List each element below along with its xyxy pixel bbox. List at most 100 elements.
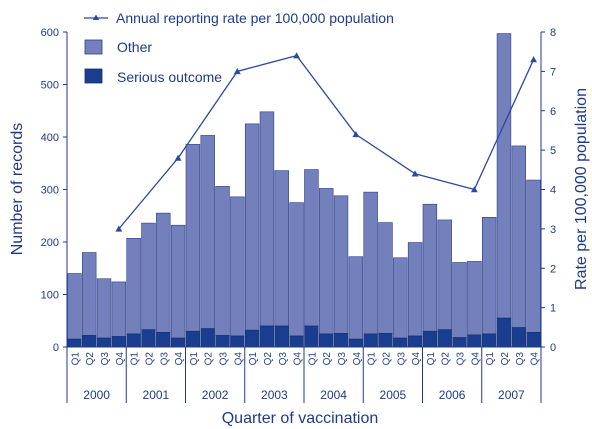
rate-point — [470, 186, 478, 193]
y-tick-label: 500 — [41, 80, 59, 92]
bar-other — [496, 33, 512, 319]
bar-other — [452, 262, 467, 338]
legend-label-serious: Serious outcome — [117, 69, 222, 85]
x-quarter-label: Q4 — [352, 352, 363, 366]
legend-triangle-marker — [92, 14, 100, 20]
y-axis-title: Number of records — [9, 123, 26, 256]
bar-other — [259, 111, 275, 327]
x-quarter-label: Q3 — [100, 352, 111, 366]
x-quarter-label: Q1 — [189, 352, 200, 366]
legend-label-other: Other — [117, 39, 152, 55]
bar-serious — [259, 325, 275, 348]
x-quarter-label: Q4 — [174, 352, 185, 366]
x-quarter-label: Q3 — [396, 352, 407, 366]
bar-other — [481, 217, 497, 335]
bar-other — [230, 196, 245, 337]
bar-serious — [481, 333, 497, 348]
x-axis-title: Quarter of vaccination — [222, 410, 379, 427]
x-year-label: 2005 — [380, 388, 407, 402]
x-quarter-label: Q2 — [144, 352, 155, 366]
bar-serious — [467, 334, 482, 348]
x-quarter-label: Q1 — [426, 352, 437, 366]
legend: Annual reporting rate per 100,000 popula… — [84, 10, 394, 85]
bar-other — [422, 203, 438, 332]
bar-other — [333, 195, 349, 334]
y-tick-label: 600 — [41, 27, 59, 39]
y-tick-label: 400 — [41, 132, 59, 144]
bar-serious — [111, 336, 127, 348]
bar-serious — [437, 329, 452, 348]
x-quarter-label: Q2 — [322, 352, 333, 366]
x-quarter-label: Q3 — [337, 352, 348, 366]
bar-serious — [230, 335, 245, 348]
bar-serious — [82, 335, 97, 348]
bar-other — [437, 219, 452, 330]
x-quarter-label: Q4 — [233, 352, 244, 366]
x-year-label: 2001 — [143, 388, 170, 402]
x-year-label: 2003 — [261, 388, 288, 402]
bar-serious — [170, 337, 186, 348]
bar-other — [274, 170, 289, 327]
rate-point — [174, 154, 182, 161]
rate-point — [411, 170, 419, 177]
x-quarter-label: Q3 — [515, 352, 526, 366]
x-quarter-label: Q4 — [530, 352, 541, 366]
y-tick-label: 100 — [41, 290, 59, 302]
bar-other — [467, 261, 482, 336]
bar-other — [141, 222, 156, 330]
x-quarter-label: Q1 — [248, 352, 259, 366]
bar-other — [244, 123, 260, 331]
bar-other — [304, 169, 319, 327]
bar-serious — [141, 329, 156, 348]
rate-point — [115, 225, 123, 232]
x-quarter-label: Q1 — [130, 352, 141, 366]
y-tick-label: 0 — [53, 342, 59, 354]
bar-other — [393, 257, 408, 339]
legend-swatch-other — [84, 39, 103, 55]
y2-tick-label: 4 — [550, 185, 556, 197]
bar-serious — [289, 335, 304, 348]
bar-serious — [348, 338, 364, 348]
bar-other — [407, 242, 423, 337]
bar-serious — [378, 333, 393, 348]
bar-other — [82, 252, 97, 336]
x-year-label: 2007 — [498, 388, 525, 402]
bar-serious — [393, 337, 408, 348]
x-quarter-label: Q2 — [204, 352, 215, 366]
x-quarter-label: Q3 — [219, 352, 230, 366]
bar-serious — [363, 333, 378, 348]
y2-tick-label: 2 — [550, 263, 556, 275]
bar-other — [170, 224, 186, 339]
bar-other — [363, 191, 378, 335]
x-quarter-label: Q2 — [381, 352, 392, 366]
bar-other — [289, 202, 304, 337]
bar-serious — [126, 333, 141, 348]
rate-line-layer — [115, 52, 537, 232]
x-year-label: 2000 — [83, 388, 110, 402]
bar-other — [156, 212, 171, 333]
bar-other — [215, 186, 230, 336]
x-quarter-label: Q4 — [411, 352, 422, 366]
bar-other — [185, 144, 201, 332]
x-quarter-label: Q2 — [500, 352, 511, 366]
x-year-label: 2002 — [202, 388, 229, 402]
x-quarter-label: Q2 — [263, 352, 274, 366]
bar-serious — [200, 328, 215, 348]
bar-serious — [511, 327, 526, 348]
x-quarter-label: Q1 — [307, 352, 318, 366]
bar-serious — [422, 330, 438, 348]
y-tick-label: 300 — [41, 185, 59, 197]
bar-other — [126, 238, 141, 335]
legend-label-rate: Annual reporting rate per 100,000 popula… — [116, 10, 394, 26]
x-year-label: 2006 — [439, 388, 466, 402]
y2-tick-label: 0 — [550, 342, 556, 354]
bar-other — [319, 188, 334, 335]
bar-other — [511, 145, 526, 328]
x-quarter-label: Q2 — [85, 352, 96, 366]
bar-serious — [156, 331, 171, 348]
y-tick-label: 200 — [41, 237, 59, 249]
y2-axis-title: Rate per 100,000 population — [573, 88, 590, 290]
x-quarter-label: Q3 — [159, 352, 170, 366]
bar-serious — [67, 338, 82, 348]
